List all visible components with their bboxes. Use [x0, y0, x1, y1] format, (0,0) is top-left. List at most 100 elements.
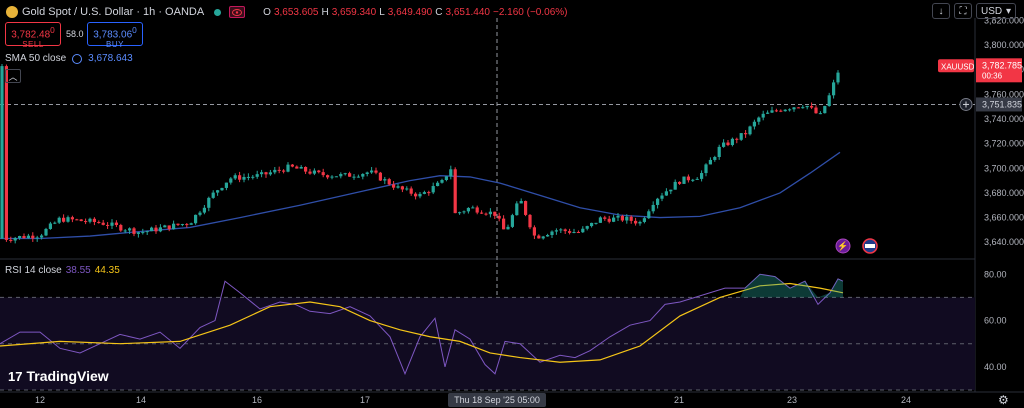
candle-body: [383, 179, 387, 181]
candle-body: [836, 72, 840, 83]
candle-body: [167, 225, 171, 230]
candle-body: [224, 182, 228, 188]
crosshair-time-box: [448, 393, 546, 407]
candle-body: [163, 225, 167, 228]
collapse-legend-button[interactable]: ︿: [5, 69, 21, 83]
time-tick-label: 12: [35, 395, 45, 405]
candle-body: [550, 231, 554, 236]
buy-button[interactable]: 3,783.060 BUY: [87, 22, 143, 49]
candle-body: [396, 186, 400, 188]
fullscreen-button[interactable]: ⛶: [954, 3, 972, 19]
candle-body: [638, 221, 642, 224]
rsi-tick-label: 40.00: [984, 362, 1007, 372]
candle-body: [264, 172, 268, 175]
candle-body: [198, 212, 202, 215]
candle-body: [805, 105, 809, 108]
candle-body: [453, 169, 457, 214]
candle-body: [326, 175, 330, 178]
ohlc-open-key: O: [263, 6, 271, 18]
rsi-legend[interactable]: RSI 14 close 38.55 44.35: [5, 265, 120, 276]
candle-body: [334, 176, 338, 178]
candle-body: [145, 231, 149, 233]
candle-body: [79, 219, 83, 222]
candle-body: [75, 219, 79, 221]
candle-body: [612, 217, 616, 222]
sell-button[interactable]: 3,782.480 SELL: [5, 22, 61, 49]
candle-body: [238, 175, 242, 180]
gear-icon[interactable]: ⚙: [998, 393, 1009, 407]
ohlc-values: O 3,653.605 H 3,659.340 L 3,649.490 C 3,651.…: [263, 7, 567, 18]
candle-body: [22, 236, 26, 239]
candle-body: [792, 107, 796, 110]
candle-body: [290, 164, 294, 167]
candle-body: [62, 217, 66, 222]
currency-select[interactable]: USD ▾: [976, 3, 1016, 19]
candle-body: [92, 218, 96, 223]
candle-body: [185, 224, 189, 226]
candle-body: [422, 192, 426, 194]
candle-body: [427, 192, 431, 194]
candle-body: [502, 218, 506, 230]
candle-body: [286, 164, 290, 172]
candle-body: [568, 231, 572, 233]
candle-body: [268, 172, 272, 175]
download-button[interactable]: ↓: [932, 3, 950, 19]
candle-body: [664, 191, 668, 196]
candle-body: [418, 193, 422, 197]
candle-body: [559, 229, 563, 231]
candle-body: [515, 203, 519, 216]
marker-layer: ⚡: [835, 238, 878, 254]
candle-body: [312, 170, 316, 174]
candle-body: [101, 222, 105, 225]
candle-body: [695, 178, 699, 180]
ohlc-high-key: H: [321, 6, 329, 18]
price-tick-label: 3,660.000: [984, 213, 1024, 223]
candle-body: [480, 212, 484, 214]
rsi-tick-label: 80.00: [984, 269, 1007, 279]
candle-body: [603, 217, 607, 219]
candle-body: [449, 169, 453, 177]
candle-body: [585, 226, 589, 229]
candle-body: [440, 180, 444, 183]
candle-body: [119, 225, 123, 231]
candle-body: [598, 217, 602, 223]
candle-body: [642, 218, 646, 222]
candle-body: [207, 197, 211, 208]
candle-body: [387, 179, 391, 185]
candle-body: [348, 173, 352, 177]
candle-body: [136, 232, 140, 234]
candle-body: [409, 188, 413, 194]
candle-body: [475, 207, 479, 213]
candle-body: [273, 169, 277, 173]
candle-body: [299, 166, 303, 169]
price-tick-label: 3,740.000: [984, 114, 1024, 124]
candle-body: [458, 212, 462, 214]
symbol-title[interactable]: Gold Spot / U.S. Dollar · 1h · OANDA: [22, 6, 205, 18]
arrow-down-icon: ↓: [938, 5, 944, 17]
candle-body: [194, 214, 198, 224]
buy-price-line: 3,783.060: [88, 25, 142, 40]
indicator-settings-icon[interactable]: [72, 53, 83, 64]
sma-legend[interactable]: SMA 50 close 3,678.643: [5, 53, 133, 64]
candle-body: [4, 66, 8, 240]
tradingview-logo[interactable]: 17 TradingView: [8, 368, 109, 384]
candle-body: [141, 232, 145, 234]
candle-body: [66, 217, 70, 222]
candle-body: [717, 146, 721, 158]
candle-body: [26, 235, 30, 239]
candle-body: [414, 193, 418, 197]
candle-body: [647, 211, 651, 219]
candle-body: [295, 166, 299, 169]
eye-icon[interactable]: [229, 6, 246, 18]
candle-body: [682, 176, 686, 184]
ohlc-low-value: 3,649.490: [387, 6, 433, 18]
crosshair-price-box: [976, 97, 1022, 112]
candle-body: [669, 189, 673, 192]
candle-body: [532, 227, 536, 236]
crosshair-time-label: Thu 18 Sep '25 05:00: [454, 395, 540, 405]
candle-body: [31, 235, 35, 239]
candle-body: [616, 215, 620, 218]
candle-body: [607, 218, 611, 222]
